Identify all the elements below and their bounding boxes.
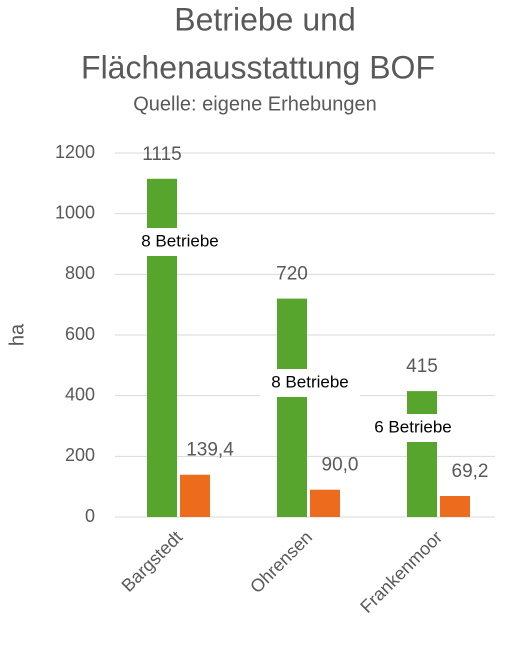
x-tick-label: Ohrensen: [246, 527, 316, 597]
x-tick-label: Frankenmoor: [356, 527, 446, 617]
y-tick-label: 0: [85, 506, 95, 526]
bar: [180, 474, 210, 517]
x-tick-label: Bargstedt: [118, 527, 187, 596]
annotation: 8 Betriebe: [141, 231, 219, 250]
data-label: 139,4: [186, 440, 234, 461]
annotation: 6 Betriebe: [374, 417, 452, 436]
bar: [440, 496, 470, 517]
annotation-box: [130, 228, 230, 256]
data-label: 90,0: [322, 455, 359, 476]
y-tick-label: 400: [65, 384, 95, 404]
annotation-box: [363, 414, 463, 442]
y-tick-label: 1200: [55, 142, 95, 162]
y-axis-title: ha: [6, 323, 28, 346]
annotation-box: [260, 369, 360, 397]
bar: [310, 489, 340, 517]
chart-title: Betriebe und: [174, 1, 355, 37]
chart-title: Flächenausstattung BOF: [81, 49, 435, 85]
bar: [277, 298, 307, 517]
chart-subtitle: Quelle: eigene Erhebungen: [133, 93, 377, 115]
y-tick-label: 200: [65, 445, 95, 465]
y-tick-label: 800: [65, 263, 95, 283]
data-label: 69,2: [452, 461, 489, 482]
y-tick-label: 1000: [55, 202, 95, 222]
y-tick-label: 600: [65, 324, 95, 344]
data-label: 415: [406, 356, 438, 377]
data-label: 720: [276, 264, 308, 285]
data-label: 1115: [142, 144, 181, 165]
annotation: 8 Betriebe: [271, 372, 349, 391]
bar: [407, 391, 437, 517]
